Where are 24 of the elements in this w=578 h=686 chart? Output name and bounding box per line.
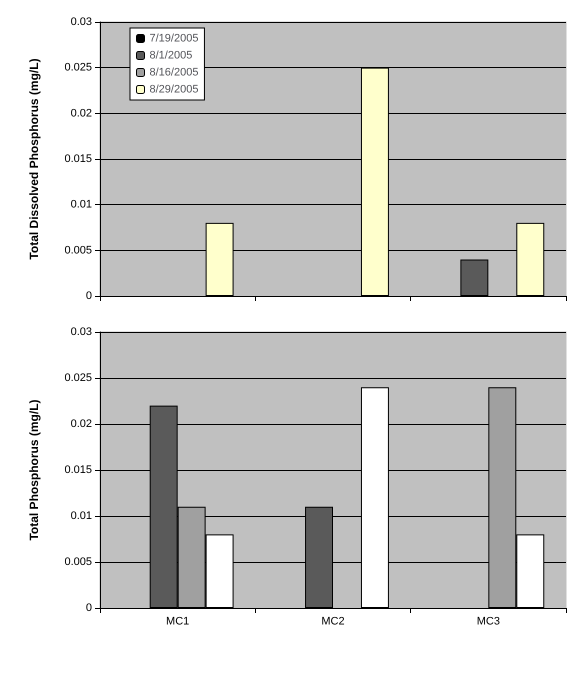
x-tick-label: MC1 xyxy=(166,616,190,628)
x-tick-label: MC2 xyxy=(321,616,345,628)
y-tick-label: 0 xyxy=(86,290,92,302)
y-tick-label: 0.015 xyxy=(64,153,92,165)
x-tick-label: MC3 xyxy=(476,616,500,628)
y-tick-label: 0.03 xyxy=(70,16,92,28)
legend-label: 7/19/2005 xyxy=(150,32,198,44)
y-tick-label: 0.01 xyxy=(70,198,92,211)
bar xyxy=(460,259,488,296)
y-axis-title: Total Dissolved Phosphorus (mg/L) xyxy=(27,58,41,260)
y-tick-label: 0.005 xyxy=(64,244,92,256)
y-axis-title: Total Phosphorus (mg/L) xyxy=(27,399,41,541)
y-tick-label: 0.025 xyxy=(64,372,92,384)
legend-label: 8/1/2005 xyxy=(150,50,192,62)
y-tick-label: 0 xyxy=(86,602,92,614)
y-tick-label: 0.02 xyxy=(70,107,92,120)
y-tick-label: 0.015 xyxy=(64,464,92,476)
y-tick-label: 0.03 xyxy=(70,326,92,338)
y-tick-label: 0.02 xyxy=(70,418,92,430)
y-tick-label: 0.01 xyxy=(70,510,92,522)
legend-label: 8/29/2005 xyxy=(150,84,198,96)
y-tick-label: 0.005 xyxy=(64,556,92,568)
legend-label: 8/16/2005 xyxy=(150,66,198,78)
y-tick-label: 0.025 xyxy=(64,62,92,74)
